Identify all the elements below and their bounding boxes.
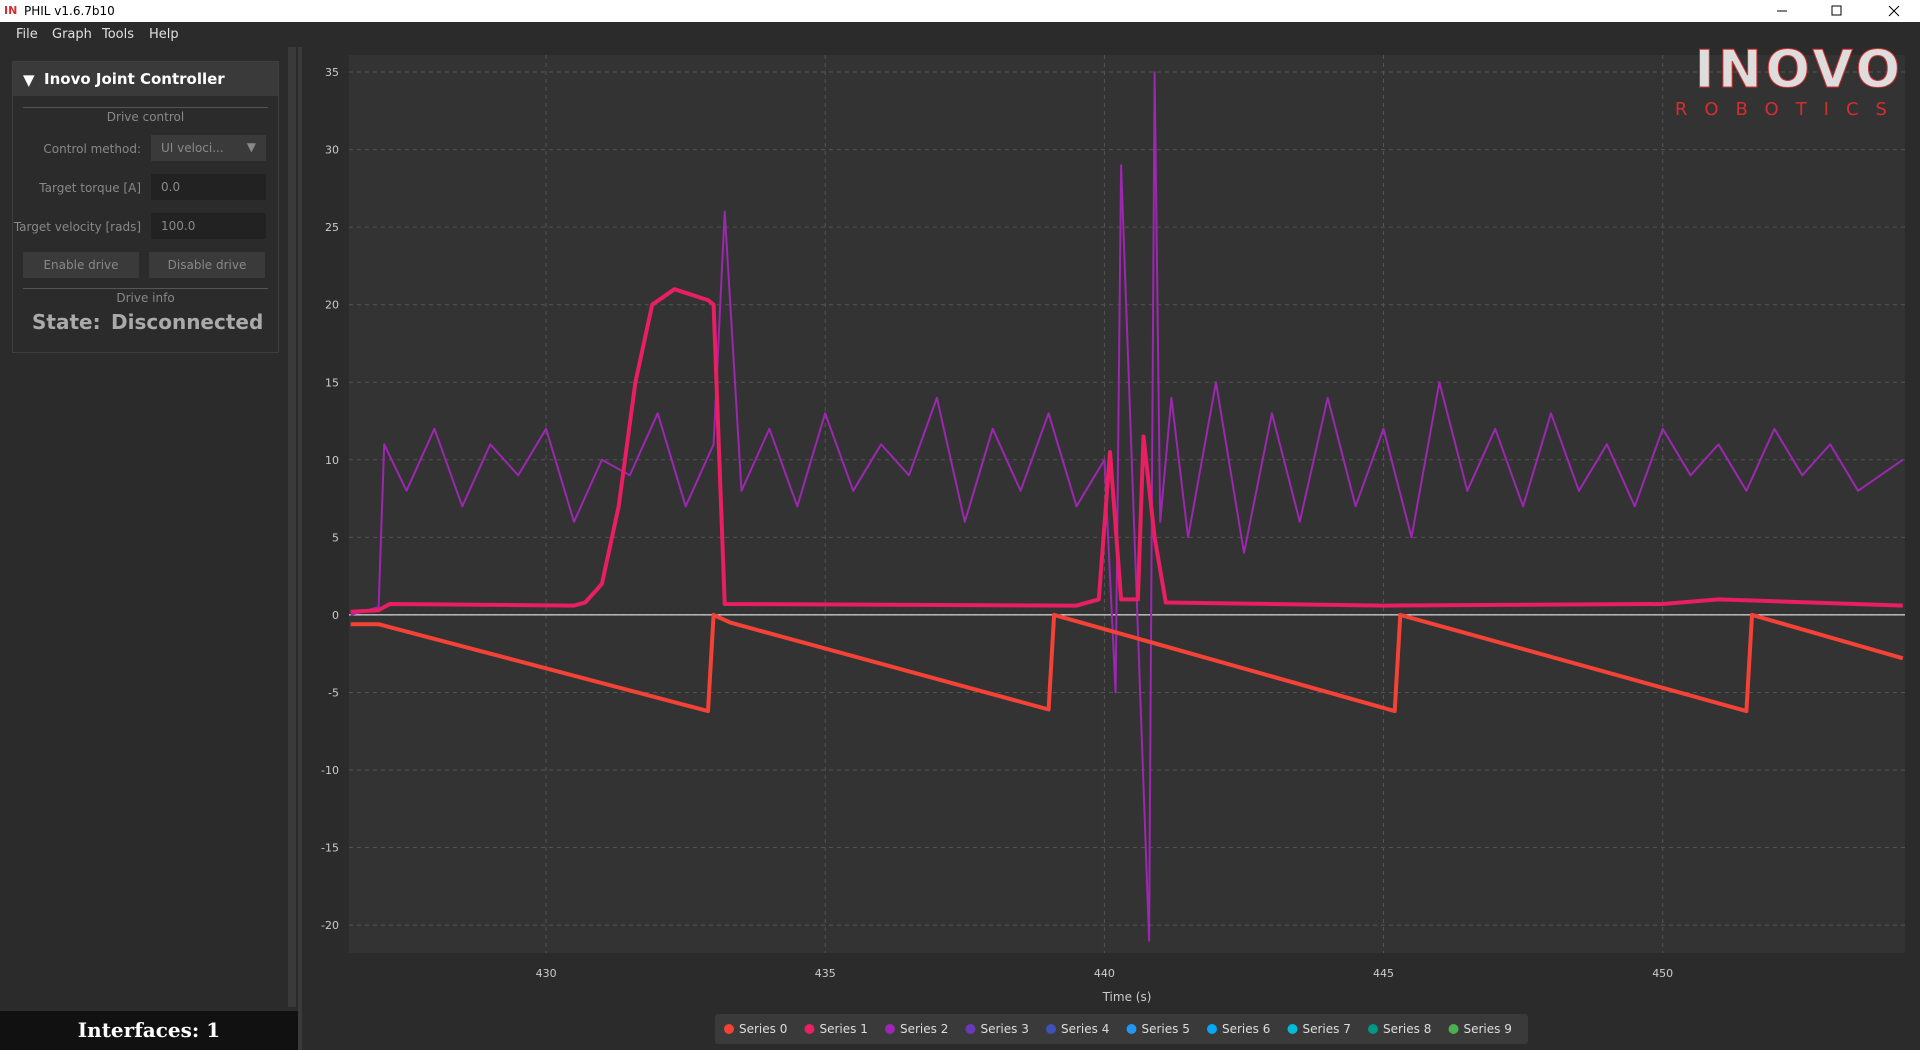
legend-label: Series 5 [1142,1022,1190,1036]
legend-marker [1287,1024,1298,1034]
plot-background [349,55,1905,953]
series-line [350,287,1903,614]
legend-marker [804,1024,815,1034]
section-label: Drive control [23,107,268,124]
legend-marker [1126,1024,1137,1034]
legend-box [715,1014,1528,1044]
collapse-icon: ▼ [23,71,35,89]
legend-label: Series 6 [1222,1022,1270,1036]
logo-name: INOVO [1695,47,1904,100]
side-panel: ▼ Inovo Joint Controller Drive control C… [0,47,302,1050]
series-line [350,612,1904,714]
chart: -20 -15 -10 -5 0 5 10 15 20 25 30 35 430 435 440 445 450… [321,47,1905,1044]
restore-button[interactable] [1831,5,1842,16]
enable-drive-button[interactable]: Enable drive [23,252,139,278]
y-tick-label: -10 [321,764,339,777]
legend-marker [724,1024,734,1034]
plot-area: -20 -15 -10 -5 0 5 10 15 20 25 30 35 430 435 440 445 450… [321,55,1905,1004]
controller-panel: ▼ Inovo Joint Controller Drive control C… [12,61,279,353]
state-value: Disconnected [111,310,264,334]
legend-marker [1448,1024,1459,1034]
scrollbar[interactable] [288,47,296,1007]
x-tick-label: 435 [815,967,836,980]
field-label: Target velocity [rads] [13,220,141,234]
menu-bar: File Graph Tools Help [0,22,1920,47]
state-label: State: [32,310,101,334]
y-tick-label: -15 [321,842,339,855]
legend-label: Series 1 [820,1022,868,1036]
x-axis-title: Time (s) [1102,990,1152,1004]
logo-tagline: ROBOTICS [1675,99,1904,120]
y-tick-label: 25 [325,221,339,234]
legend-label: Series 7 [1303,1022,1351,1036]
menu-item[interactable]: Help [149,27,179,42]
y-tick-label: -5 [328,686,339,699]
y-tick-label: 35 [325,66,339,79]
panel-header[interactable]: ▼ Inovo Joint Controller [13,62,278,96]
menu-item[interactable]: Tools [102,27,135,42]
disable-drive-button[interactable]: Disable drive [149,252,265,278]
control-method-select[interactable]: UI veloci... ▼ [151,135,266,161]
target-velocity-input[interactable]: 100.0 [151,213,266,239]
y-tick-label: 15 [325,376,339,389]
x-tick-label: 430 [536,967,557,980]
menu-item[interactable]: File [16,27,38,42]
close-button[interactable] [1888,5,1900,17]
target-torque-input[interactable]: 0.0 [151,174,266,200]
window-title: PHIL v1.6.7b10 [24,4,115,18]
legend-label: Series 3 [981,1022,1029,1036]
y-tick-label: -20 [321,919,339,932]
legend-marker [1207,1024,1217,1034]
y-tick-label: 0 [332,609,339,622]
legend-label: Series 4 [1061,1022,1109,1036]
legend: Series 0 Series 1 Series 2 Series 3 Series 4… [715,1014,1528,1044]
legend-label: Series 8 [1383,1022,1431,1036]
legend-marker [1368,1024,1378,1034]
legend-label: Series 2 [900,1022,948,1036]
legend-label: Series 0 [739,1022,787,1036]
menu-item[interactable]: Graph [52,27,92,42]
window-controls [1777,5,1900,17]
legend-marker [1046,1024,1056,1034]
field-label: Control method: [43,142,141,156]
x-tick-label: 450 [1652,967,1673,980]
x-tick-label: 445 [1373,967,1394,980]
status-bar: Interfaces: 1 [0,1011,298,1050]
y-tick-label: 30 [325,144,339,157]
select-value: UI veloci... [161,141,224,155]
app-icon: IN [4,4,18,17]
y-tick-label: 20 [325,299,339,312]
y-tick-label: 10 [325,454,339,467]
legend-marker [965,1024,976,1034]
x-tick-label: 440 [1094,967,1115,980]
series-line [350,71,1904,942]
dropdown-arrow: ▼ [246,140,256,154]
section-label: Drive info [23,288,268,305]
legend-label: Series 9 [1464,1022,1512,1036]
title-bar: IN PHIL v1.6.7b10 [0,0,1920,22]
y-tick-label: 5 [332,531,339,544]
panel-title: Inovo Joint Controller [44,70,225,88]
field-label: Target torque [A] [39,181,141,195]
legend-marker [885,1024,895,1034]
